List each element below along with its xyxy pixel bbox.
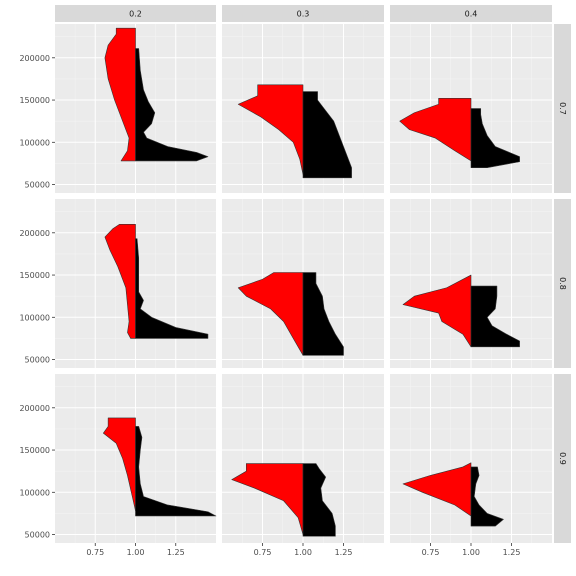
violin-left-half <box>237 272 304 356</box>
violin-right-half <box>470 466 504 527</box>
violin-right-half <box>302 272 344 356</box>
x-tick-label: 1.00 <box>294 548 312 557</box>
strip-right-label: 0.8 <box>558 277 567 290</box>
violin-left-half <box>103 417 136 512</box>
y-tick-label: 50000 <box>25 356 50 365</box>
violin-0.2-0.7 <box>104 27 209 162</box>
strip-top-0.4 <box>390 5 552 22</box>
strip-top-0.2 <box>55 5 216 22</box>
violin-0.4-0.9 <box>402 462 504 527</box>
violin-right-half <box>135 426 217 517</box>
y-tick-label: 50000 <box>25 181 50 190</box>
strip-right-label: 0.7 <box>558 102 567 115</box>
strip-top-label: 0.4 <box>465 10 478 19</box>
violin-0.3-0.7 <box>237 84 352 179</box>
strip-top-label: 0.2 <box>129 10 142 19</box>
panels <box>55 24 552 543</box>
y-tick-label: 100000 <box>19 313 50 322</box>
y-tick-label: 150000 <box>19 271 50 280</box>
x-tick-label: 1.25 <box>503 548 521 557</box>
strip-right-label: 0.9 <box>558 452 567 465</box>
strip-top-0.3 <box>222 5 384 22</box>
violin-right-half <box>470 285 520 348</box>
axes: 50000 100000 150000 200000 50000 100000 150000… <box>19 54 520 557</box>
violin-right-half <box>470 108 520 168</box>
violin-right-half <box>302 463 336 537</box>
strip-right-0.8 <box>554 199 571 368</box>
strip-right-0.7 <box>554 24 571 193</box>
strip-right-0.9 <box>554 374 571 543</box>
y-tick-label: 50000 <box>25 531 50 540</box>
x-tick-label: 0.75 <box>254 548 272 557</box>
x-tick-label: 1.00 <box>462 548 480 557</box>
x-tick-label: 0.75 <box>86 548 104 557</box>
y-tick-label: 150000 <box>19 446 50 455</box>
violin-0.3-0.9 <box>231 463 336 537</box>
panel-0.3-0.9 <box>222 374 384 543</box>
violin-right-half <box>302 91 352 179</box>
violin-left-half <box>231 463 304 535</box>
x-tick-label: 1.25 <box>167 548 185 557</box>
y-tick-label: 200000 <box>19 229 50 238</box>
strip-top-label: 0.3 <box>297 10 310 19</box>
y-tick-label: 200000 <box>19 54 50 63</box>
violin-left-half <box>402 274 472 348</box>
violin-0.2-0.8 <box>104 224 209 339</box>
violin-left-half <box>399 98 472 162</box>
violin-left-half <box>237 84 304 175</box>
violin-right-half <box>135 48 209 162</box>
x-tick-label: 0.75 <box>422 548 440 557</box>
facet-strips: 0.2 0.3 0.4 0.7 0.8 0.9 <box>55 5 571 543</box>
violin-right-half <box>135 238 209 339</box>
x-tick-label: 1.25 <box>335 548 353 557</box>
y-tick-label: 100000 <box>19 488 50 497</box>
violin-left-half <box>104 27 136 162</box>
y-tick-label: 150000 <box>19 96 50 105</box>
violin-0.4-0.8 <box>402 274 520 348</box>
y-tick-label: 200000 <box>19 404 50 413</box>
violin-0.4-0.7 <box>399 98 520 168</box>
violin-left-half <box>402 462 472 517</box>
violin-0.3-0.8 <box>237 272 344 356</box>
y-tick-label: 100000 <box>19 138 50 147</box>
x-tick-label: 1.00 <box>127 548 145 557</box>
violin-left-half <box>104 224 136 339</box>
violin-0.2-0.9 <box>103 417 217 517</box>
